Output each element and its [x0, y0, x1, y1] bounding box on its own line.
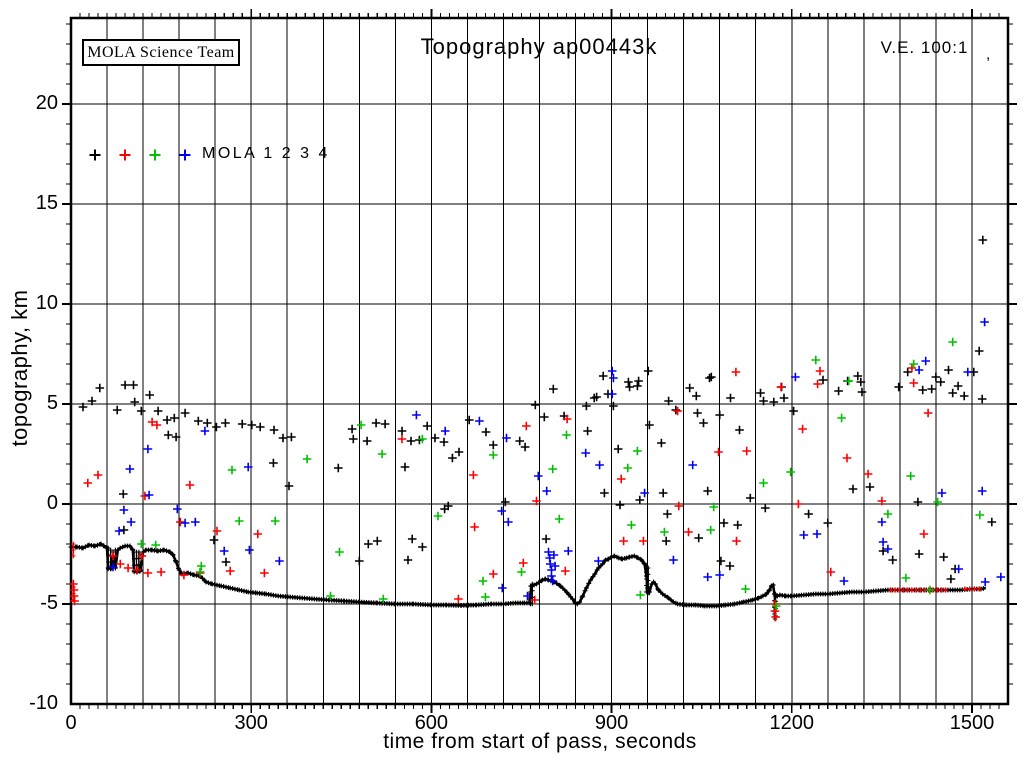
vertical-exaggeration-label: V.E. 100:1: [880, 38, 969, 57]
scatter-mola1: [78, 235, 997, 584]
x-axis-title: time from start of pass, seconds: [383, 730, 697, 753]
ground-track-points: [68, 541, 986, 609]
y-tick-label: -10: [29, 692, 58, 714]
x-tick-label: 900: [594, 712, 629, 734]
track-spike-points: [131, 549, 137, 575]
x-tick-label: 1200: [769, 712, 815, 734]
scatter-mola4: [108, 317, 1006, 601]
track-spike-points: [71, 541, 76, 559]
track-spike-points: [106, 545, 111, 572]
plot-border: [69, 16, 1010, 706]
track-spikes: [71, 541, 778, 622]
scatter-mola3: [137, 337, 985, 611]
vertical-exaggeration-suffix: ,: [986, 46, 991, 63]
track-spike-points: [530, 581, 535, 607]
x-tick-label: 1500: [949, 712, 995, 734]
y-tick-label: 0: [46, 492, 58, 514]
x-tick-label: 300: [234, 712, 268, 734]
plot-title: Topography ap00443k: [420, 34, 658, 59]
y-tick-label: 10: [35, 292, 58, 314]
legend-marker-mola3: [149, 149, 161, 161]
y-tick-label: 15: [35, 192, 58, 214]
legend-series-label: MOLA 1 2 3 4: [202, 145, 330, 162]
legend-marker-mola1: [89, 149, 101, 161]
grid-lines: [71, 18, 1008, 704]
legend-marker-mola4: [179, 149, 191, 161]
scatter-mola2: [69, 363, 933, 622]
team-credit-box: MOLA Science Team: [82, 39, 240, 66]
legend-marker-mola2: [119, 149, 131, 161]
y-tick-label: 5: [46, 392, 58, 414]
track-spike-points: [644, 563, 649, 595]
y-tick-label: 20: [35, 92, 58, 114]
y-tick-label: -5: [40, 592, 58, 614]
track-spike-points: [646, 565, 651, 596]
legend-markers: [89, 149, 191, 161]
track-spike-points: [136, 549, 142, 574]
x-tick-label: 600: [414, 712, 449, 734]
x-tick-label: 0: [65, 712, 77, 734]
